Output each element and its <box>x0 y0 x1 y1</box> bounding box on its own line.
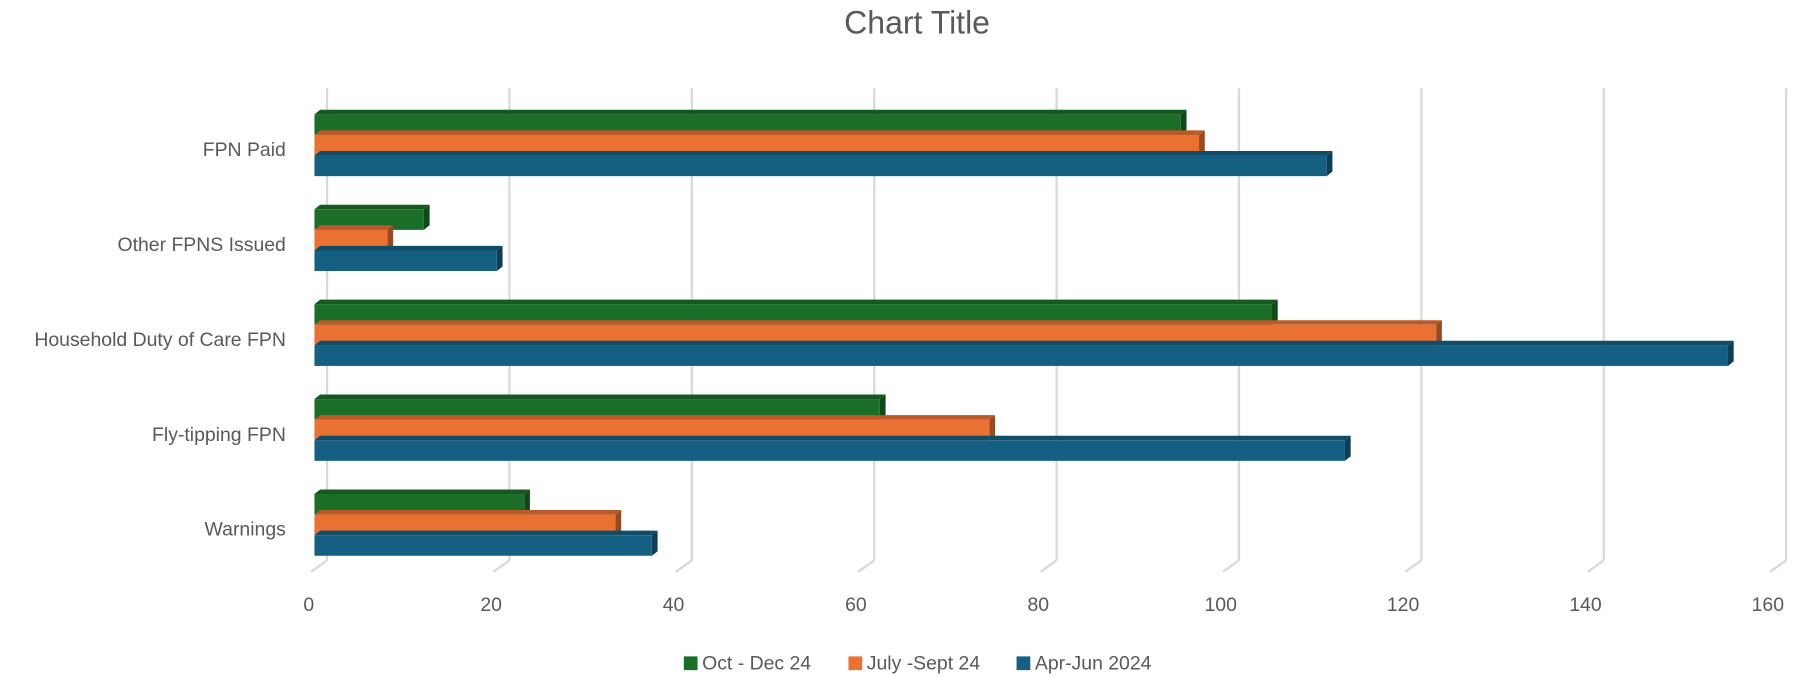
grid-floor <box>675 559 693 573</box>
bar-side <box>879 394 886 420</box>
bar <box>314 419 990 441</box>
category-label: Fly-tipping FPN <box>152 424 286 446</box>
category-label: Household Duty of Care FPN <box>34 329 286 351</box>
bar-top <box>314 150 1333 156</box>
legend-swatch <box>683 656 698 671</box>
bar-top <box>314 489 530 495</box>
bar <box>314 440 1345 461</box>
legend-label: July -Sept 24 <box>867 653 981 675</box>
bar-side <box>423 204 430 230</box>
bar-top <box>314 435 1351 441</box>
grid-floor <box>1587 559 1605 573</box>
x-tick-label: 40 <box>663 594 685 616</box>
x-tick-label: 60 <box>845 594 867 616</box>
bar <box>314 155 1327 177</box>
bar-side <box>651 530 658 556</box>
bar <box>314 229 388 251</box>
bar-side <box>387 225 394 251</box>
bar-side <box>1727 340 1734 366</box>
bar-top <box>314 340 1734 346</box>
x-tick-label: 160 <box>1752 594 1785 616</box>
grid-floor <box>857 559 875 573</box>
x-tick-label: 140 <box>1569 594 1602 616</box>
bar <box>314 345 1728 366</box>
category-label: Other FPNS Issued <box>117 234 285 256</box>
bar-top <box>314 299 1278 305</box>
bar-top <box>314 130 1205 135</box>
x-tick-label: 0 <box>303 594 314 616</box>
bar-side <box>1344 435 1351 461</box>
x-tick-label: 20 <box>480 594 502 616</box>
bar <box>314 114 1181 135</box>
bar <box>314 535 652 556</box>
bar <box>314 209 424 230</box>
bar-side <box>1436 320 1442 346</box>
bar-top <box>314 320 1442 325</box>
bar-top <box>314 510 622 515</box>
bar-top <box>314 415 996 420</box>
grid-floor <box>310 559 328 573</box>
bar-side <box>1326 150 1333 177</box>
bar-side <box>1199 130 1205 156</box>
bar-top <box>314 530 658 536</box>
bar-top <box>314 109 1187 115</box>
category-label: FPN Paid <box>203 139 286 161</box>
grid-floor <box>1039 559 1058 573</box>
bar-top <box>314 204 430 210</box>
bar-side <box>1271 299 1278 325</box>
bar-top <box>314 225 394 230</box>
grid-floor <box>1222 559 1240 573</box>
grid-floor <box>1404 559 1423 573</box>
bar-side <box>989 415 996 441</box>
bar <box>314 494 525 515</box>
bar <box>314 250 497 272</box>
bar-side <box>1180 109 1187 135</box>
legend-swatch <box>848 656 863 671</box>
legend-label: Oct - Dec 24 <box>702 653 811 675</box>
grid-floor <box>492 559 511 573</box>
bar-side <box>615 510 622 536</box>
x-tick-label: 120 <box>1387 594 1420 616</box>
bar-top <box>314 245 503 251</box>
bar <box>314 304 1272 325</box>
bar <box>314 399 880 420</box>
bar <box>314 324 1437 346</box>
bar-side <box>496 245 503 272</box>
bar-side <box>524 489 530 515</box>
chart-title: Chart Title <box>844 5 990 41</box>
x-tick-label: 100 <box>1204 594 1237 616</box>
bar <box>314 514 616 536</box>
grid-floor <box>1769 559 1787 573</box>
bar <box>314 134 1200 156</box>
category-label: Warnings <box>205 519 287 541</box>
x-tick-label: 80 <box>1027 594 1049 616</box>
legend-label: Apr-Jun 2024 <box>1035 653 1152 675</box>
legend-swatch <box>1016 656 1031 671</box>
bar-top <box>314 394 886 400</box>
